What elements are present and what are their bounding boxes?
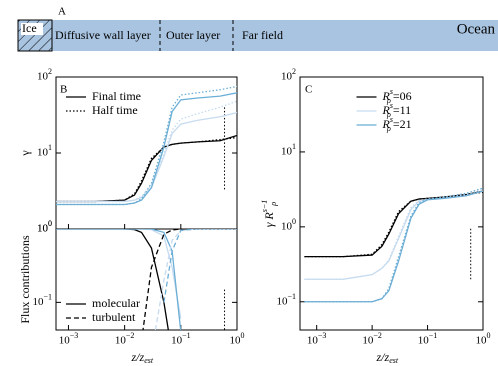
series-line	[142, 229, 237, 330]
series-line	[56, 229, 182, 330]
legend-label: Rs ρ =06	[382, 87, 412, 105]
y-axis-label: γ Rs−1ρ	[260, 200, 278, 228]
panel-label: B	[60, 84, 67, 96]
series-line	[56, 85, 237, 206]
axes-frame	[55, 228, 238, 331]
legend-label: Rs ρ =11	[382, 101, 412, 119]
legend-value: =11	[393, 103, 411, 117]
legend-value: =06	[393, 89, 412, 103]
x-axis-label: z/zest	[376, 350, 399, 365]
x-tick-label: 10−3	[307, 331, 327, 347]
label-sup: s−1	[260, 200, 269, 213]
x-tick-label: 10−1	[171, 331, 191, 347]
label-main: R	[382, 89, 391, 103]
label-main: z/z	[376, 350, 390, 364]
y-tick-label: 10−1	[32, 292, 52, 308]
series-line	[56, 92, 237, 206]
region-label: Far field	[242, 28, 283, 42]
x-tick-label: 10−1	[418, 331, 438, 347]
x-axis-label: z/zest	[131, 350, 154, 365]
plot-area	[56, 85, 237, 206]
axes-frame	[55, 76, 238, 230]
ocean-bar	[18, 20, 498, 51]
x-tick-label: 10−2	[362, 331, 382, 347]
series-line	[304, 187, 483, 303]
x-tick-label: 10−3	[59, 331, 79, 347]
series-line	[56, 229, 182, 319]
series-line	[163, 229, 237, 303]
y-tick-label: 101	[37, 143, 52, 159]
legend-label: molecular	[92, 296, 140, 310]
y-tick-label: 100	[281, 217, 296, 233]
panel-label: C	[305, 84, 312, 96]
legend-label: turbulent	[92, 310, 136, 324]
series-line	[56, 111, 237, 203]
schematic: A Ice Diffusive wall layer Outer layer F…	[17, 6, 498, 52]
y-axis-label: γ	[18, 150, 32, 157]
label-sup: s	[390, 115, 393, 124]
label-main: z/z	[131, 350, 145, 364]
label-main: γ R	[262, 212, 276, 228]
label-sub: est	[144, 356, 154, 365]
plot-area	[304, 187, 483, 303]
series-line	[56, 100, 237, 203]
y-axis-label: Flux contributions	[18, 235, 32, 324]
x-tick-label: 100	[230, 331, 245, 347]
x-tick-label: 10−2	[115, 331, 135, 347]
label-main: R	[382, 117, 391, 131]
axes-frame	[299, 76, 484, 331]
series-line	[304, 190, 483, 303]
x-tick-label: 100	[476, 331, 491, 347]
ice-label-bg	[21, 23, 43, 35]
label-sup: s	[390, 101, 393, 110]
label-sub: est	[389, 356, 399, 365]
region-label: Diffusive wall layer	[55, 28, 151, 42]
y-tick-label: 102	[37, 67, 52, 83]
series-line	[154, 229, 237, 330]
ocean-label: Ocean	[457, 21, 496, 37]
plot-area	[56, 229, 237, 330]
legend-label: Rs ρ =21	[382, 115, 412, 133]
y-tick-label: 101	[281, 142, 296, 158]
y-tick-label: 100	[37, 219, 52, 235]
legend-label: Half time	[92, 103, 138, 117]
y-tick-label: 10−1	[276, 292, 296, 308]
label-sub: ρ	[269, 202, 278, 207]
ice-label: Ice	[22, 21, 37, 35]
y-tick-label: 102	[281, 67, 296, 83]
label-sub: ρ	[386, 96, 391, 105]
label-sup: s	[390, 87, 393, 96]
label-main: R	[382, 103, 391, 117]
legend-value: =21	[393, 117, 412, 131]
label-sub: ρ	[386, 124, 391, 133]
region-label: Outer layer	[166, 28, 220, 42]
legend-label: Final time	[92, 89, 141, 103]
label-sub: ρ	[386, 110, 391, 119]
series-line	[304, 190, 483, 258]
series-line	[304, 190, 483, 280]
panel-label: A	[58, 6, 66, 18]
series-line	[304, 188, 483, 280]
